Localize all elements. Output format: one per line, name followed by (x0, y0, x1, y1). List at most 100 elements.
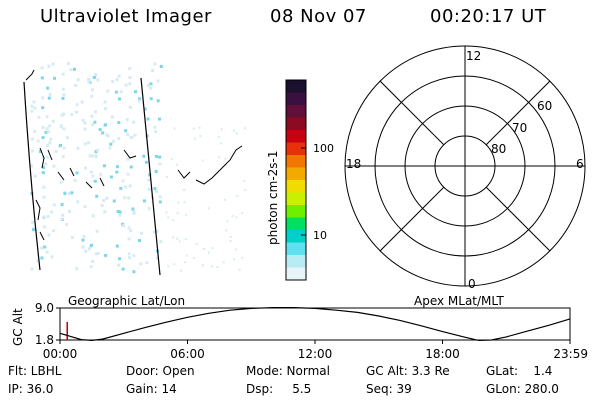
coastline-segment (39, 231, 45, 241)
image-pixel (75, 171, 79, 175)
image-pixel (62, 93, 66, 97)
image-pixel (62, 146, 66, 150)
image-pixel (44, 162, 48, 166)
coastline-segment (47, 149, 53, 161)
image-pixel (124, 185, 128, 189)
image-pixel (117, 74, 121, 78)
image-pixel (224, 157, 227, 160)
image-pixel (210, 265, 213, 268)
image-pixel (165, 211, 168, 214)
image-pixel (170, 158, 173, 161)
image-pixel (217, 136, 220, 139)
image-pixel (119, 186, 123, 190)
image-pixel (154, 154, 158, 158)
image-pixel (115, 170, 119, 174)
image-pixel (32, 228, 35, 232)
image-pixel (128, 256, 131, 260)
image-pixel (129, 135, 133, 139)
image-pixel (236, 194, 239, 197)
image-pixel (231, 215, 234, 218)
image-pixel (99, 172, 103, 176)
image-pixel (42, 225, 46, 229)
image-pixel (233, 258, 235, 261)
status-glat: GLat: 1.4 (486, 364, 553, 378)
image-pixel (193, 257, 195, 259)
image-pixel (220, 128, 223, 131)
image-pixel (121, 179, 125, 183)
image-pixel (145, 261, 149, 265)
coastline-segment (57, 171, 65, 181)
coastline-segment (25, 69, 35, 81)
image-pixel (47, 96, 51, 100)
image-pixel (63, 192, 67, 196)
image-pixel (117, 263, 121, 267)
status-gain: Gain: 14 (126, 382, 177, 396)
mlt-label-6: 6 (576, 157, 584, 171)
image-pixel (41, 171, 45, 175)
image-pixel (46, 215, 50, 218)
image-pixel (108, 146, 112, 150)
image-pixel (96, 78, 100, 82)
image-pixel (155, 256, 159, 260)
chart-frame (59, 307, 571, 341)
image-pixel (45, 250, 49, 254)
image-pixel (89, 243, 93, 247)
image-pixel (233, 129, 235, 132)
image-pixel (65, 136, 69, 140)
image-pixel (89, 170, 93, 174)
coastline-segment (123, 149, 137, 159)
image-pixel (37, 115, 41, 119)
image-pixel (229, 235, 232, 238)
image-pixel (149, 97, 153, 101)
image-pixel (129, 229, 133, 233)
image-pixel (235, 132, 238, 135)
image-pixel (40, 246, 44, 250)
image-pixel (241, 212, 244, 215)
image-pixel (62, 127, 66, 131)
image-pixel (142, 154, 146, 158)
image-pixel (195, 243, 198, 245)
image-pixel (110, 115, 114, 119)
image-pixel (115, 78, 119, 82)
image-pixel (98, 128, 102, 132)
image-pixel (192, 127, 195, 130)
image-pixel (138, 239, 141, 243)
image-pixel (75, 267, 79, 271)
apex-label: Apex MLat/MLT (414, 294, 504, 308)
image-pixel (94, 72, 98, 76)
image-pixel (224, 164, 227, 167)
image-pixel (118, 257, 121, 261)
image-pixel (31, 220, 35, 224)
image-pixel (194, 137, 197, 140)
image-pixel (61, 87, 65, 91)
image-pixel (127, 252, 131, 256)
image-pixel (105, 196, 109, 200)
status-flt: Flt: LBHL (8, 364, 62, 378)
image-pixel (184, 238, 187, 241)
image-pixel (173, 127, 176, 130)
coastline-segment (177, 169, 191, 179)
image-pixel (143, 107, 147, 111)
colorbar-segment (286, 180, 306, 193)
status-ip: IP: 36.0 (8, 382, 54, 396)
image-pixel (44, 130, 48, 134)
image-pixel (201, 264, 204, 267)
image-pixel (90, 94, 94, 98)
date-label: 08 Nov 07 (270, 6, 367, 27)
image-pixel (222, 261, 225, 264)
image-pixel (172, 236, 175, 239)
image-pixel (51, 62, 55, 66)
image-pixel (176, 163, 178, 166)
image-pixel (220, 142, 223, 145)
image-pixel (31, 149, 34, 153)
image-pixel (91, 88, 94, 92)
mlt-meridian (379, 80, 445, 146)
swath-edge-left (23, 81, 41, 271)
image-pixel (40, 76, 44, 80)
image-pixel (128, 184, 132, 188)
lat-label-60: 60 (537, 99, 552, 113)
image-pixel (32, 100, 36, 104)
image-pixel (148, 187, 151, 191)
image-pixel (234, 248, 237, 251)
image-pixel (89, 265, 93, 269)
